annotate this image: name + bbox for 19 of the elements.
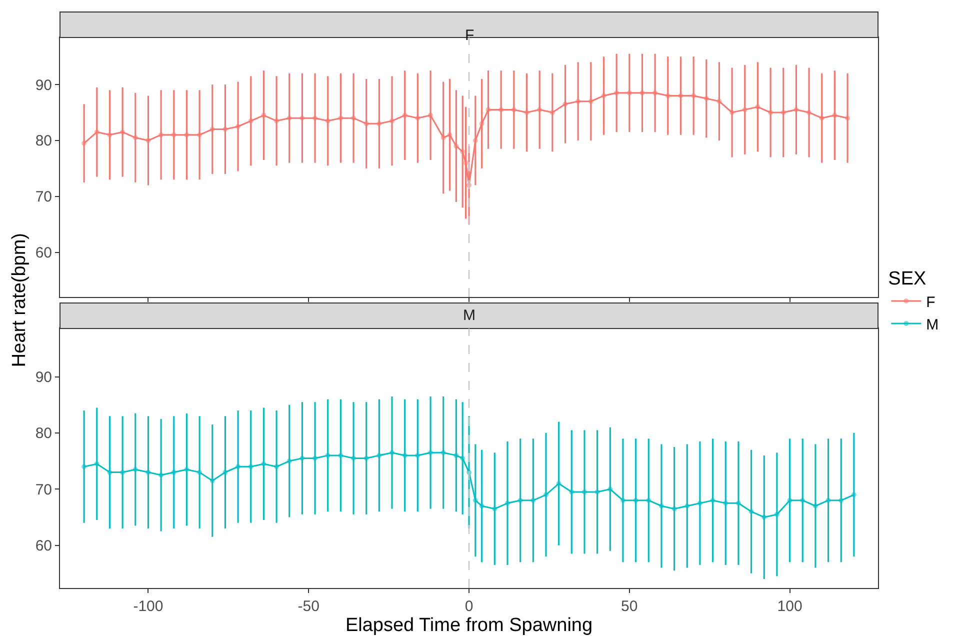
y-tick-label: 90	[35, 76, 52, 94]
y-tick-label: 60	[35, 244, 52, 262]
x-tick-label: -50	[298, 598, 320, 615]
y-tick-label: 90	[35, 369, 52, 386]
x-tick-label: 100	[777, 598, 802, 615]
chart-title: M	[463, 307, 476, 324]
x-axis-title: Elapsed Time from Spawning	[345, 615, 593, 636]
x-tick-label: 50	[621, 598, 638, 615]
y-tick-label: 70	[35, 481, 52, 498]
y-tick-label: 80	[35, 132, 52, 150]
legend-title: SEX	[888, 268, 927, 290]
y-axis-title: Heart rate(bpm)	[9, 232, 30, 368]
y-tick-label: 60	[35, 538, 52, 555]
legend-label: F	[926, 294, 936, 311]
x-tick-label: -100	[133, 598, 164, 615]
y-tick-label: 80	[35, 425, 52, 442]
y-tick-label: 70	[35, 188, 52, 206]
x-tick-label: 0	[464, 598, 474, 615]
legend-label: M	[926, 316, 939, 334]
